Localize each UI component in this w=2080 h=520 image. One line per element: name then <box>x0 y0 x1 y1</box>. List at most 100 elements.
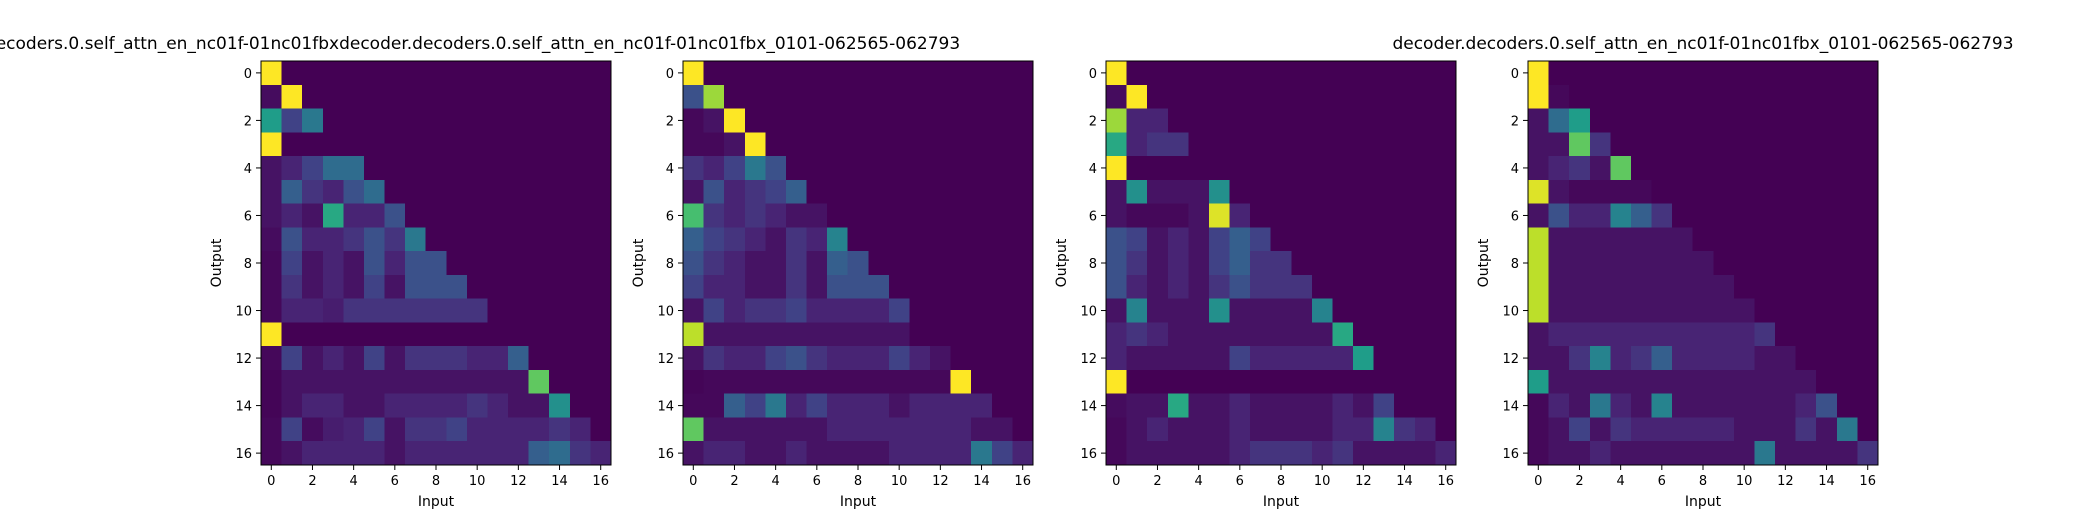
heatmap-cell <box>1733 61 1756 86</box>
heatmap-cell <box>1775 84 1797 110</box>
heatmap-cell <box>1291 251 1313 276</box>
heatmap-cell <box>868 417 890 442</box>
heatmap-cell <box>1291 156 1313 181</box>
heatmap-cell <box>1394 203 1416 228</box>
heatmap-cell <box>1733 274 1756 300</box>
heatmap-cell <box>1836 393 1859 419</box>
heatmap-cell <box>1795 274 1817 300</box>
heatmap-cell <box>322 156 344 181</box>
heatmap-cell <box>1167 441 1189 466</box>
y-tick-label: 12 <box>657 352 674 367</box>
heatmap-cell <box>765 322 787 347</box>
heatmap-cell <box>1208 61 1231 86</box>
heatmap-cell <box>765 274 787 300</box>
heatmap-cell <box>1857 441 1879 466</box>
heatmap-cell <box>888 369 911 395</box>
heatmap-cell <box>744 441 766 466</box>
heatmap-cell <box>1229 156 1251 181</box>
heatmap-cell <box>1147 251 1169 276</box>
heatmap-cell <box>1610 132 1632 157</box>
heatmap-cell <box>868 61 890 86</box>
heatmap-cell <box>1106 61 1128 86</box>
heatmap-cell <box>549 251 571 276</box>
heatmap-cell <box>724 203 746 228</box>
heatmap-cell <box>847 61 869 86</box>
heatmap-cell <box>1713 369 1735 395</box>
heatmap-cell <box>590 322 612 347</box>
x-tick-label: 6 <box>813 474 821 489</box>
heatmap-cell <box>487 298 509 324</box>
heatmap-cell <box>827 298 849 324</box>
heatmap-cell <box>528 393 550 419</box>
heatmap-cell <box>343 179 365 205</box>
heatmap-cell <box>1106 274 1128 300</box>
heatmap-cell <box>1291 441 1313 466</box>
heatmap-cell <box>590 441 612 466</box>
heatmap-cell <box>703 417 725 442</box>
heatmap-cell <box>950 61 972 86</box>
heatmap-cell <box>1857 322 1879 347</box>
heatmap-cell <box>1332 441 1354 466</box>
heatmap-cell <box>991 441 1014 466</box>
heatmap-cell <box>1435 61 1457 86</box>
heatmap-cell <box>1332 417 1354 442</box>
heatmap-cell <box>261 322 283 347</box>
heatmap-cell <box>1836 417 1859 442</box>
heatmap-cell <box>1106 251 1128 276</box>
heatmap-cell <box>1589 417 1611 442</box>
heatmap-cell <box>785 441 808 466</box>
y-tick-label: 0 <box>1089 67 1097 82</box>
heatmap-cell <box>528 203 550 228</box>
heatmap-cell <box>363 441 386 466</box>
heatmap-cell <box>1435 369 1457 395</box>
heatmap-cell <box>1167 156 1189 181</box>
heatmap-cell <box>363 84 386 110</box>
heatmap-cell <box>1754 298 1776 324</box>
heatmap-cell <box>1816 369 1838 395</box>
heatmap-cell <box>1167 227 1189 252</box>
heatmap-cell <box>1270 156 1292 181</box>
heatmap-cell <box>1733 369 1756 395</box>
heatmap-cell <box>508 251 530 276</box>
heatmap-cell <box>1012 132 1034 157</box>
heatmap-cell <box>1291 84 1313 110</box>
heatmap-cell <box>466 61 489 86</box>
x-tick-label: 14 <box>1396 474 1413 489</box>
heatmap-cell <box>703 298 725 324</box>
heatmap-cell <box>950 417 972 442</box>
heatmap-cell <box>868 84 890 110</box>
heatmap-cell <box>744 369 766 395</box>
heatmap-cell <box>322 298 344 324</box>
heatmap-cell <box>343 274 365 300</box>
heatmap-cell <box>785 227 808 252</box>
heatmap-cell <box>1394 369 1416 395</box>
heatmap-cell <box>827 84 849 110</box>
heatmap-cell <box>1672 274 1694 300</box>
heatmap-cell <box>1651 251 1673 276</box>
heatmap-cell <box>909 108 931 133</box>
heatmap-cell <box>1291 322 1313 347</box>
heatmap-cell <box>1692 227 1714 252</box>
heatmap-cell <box>1394 84 1416 110</box>
heatmap-cell <box>868 132 890 157</box>
heatmap-cell <box>1528 417 1550 442</box>
heatmap-cell <box>446 322 468 347</box>
heatmap-cell <box>343 156 365 181</box>
heatmap-cell <box>363 346 386 371</box>
heatmap-cell <box>1569 203 1591 228</box>
heatmap-cell <box>888 417 911 442</box>
heatmap-cell <box>1528 156 1550 181</box>
heatmap-cell <box>1332 179 1354 205</box>
x-tick-label: 4 <box>772 474 780 489</box>
heatmap-cell <box>683 393 705 419</box>
y-tick-label: 4 <box>1089 162 1097 177</box>
heatmap-cell <box>1435 108 1457 133</box>
heatmap-cell <box>1713 441 1735 466</box>
heatmap-cell <box>1713 132 1735 157</box>
heatmap-cell <box>384 156 406 181</box>
heatmap-cell <box>950 203 972 228</box>
heatmap-cell <box>1188 274 1210 300</box>
heatmap-cell <box>1311 369 1334 395</box>
heatmap-cell <box>261 84 283 110</box>
heatmap-cell <box>425 84 447 110</box>
